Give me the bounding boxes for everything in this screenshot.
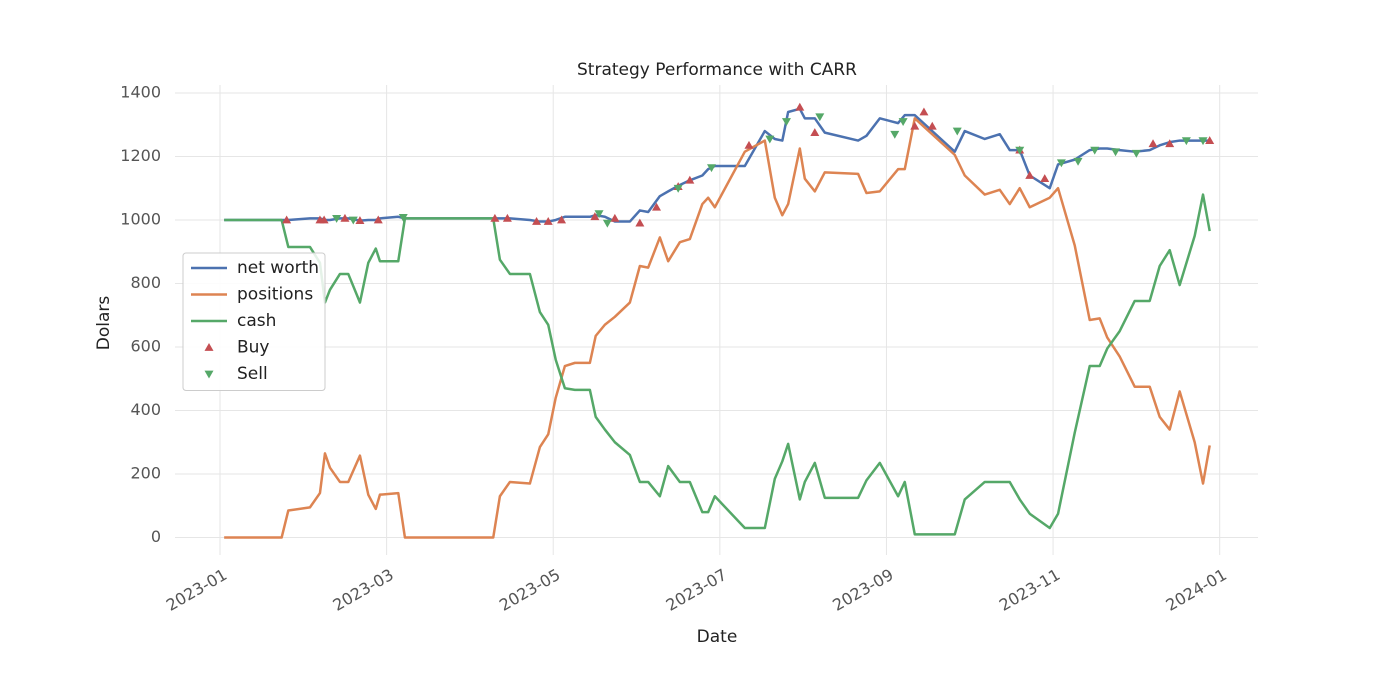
line [224, 117, 1211, 539]
marker [919, 107, 929, 116]
marker [815, 113, 825, 122]
marker [1165, 139, 1175, 148]
x-tick-label: 2024-01 [1163, 565, 1230, 615]
y-tick-label: 600 [130, 336, 161, 355]
y-tick-label: 200 [130, 464, 161, 483]
y-tick-label: 400 [130, 400, 161, 419]
legend-label: Buy [237, 338, 270, 358]
marker [543, 217, 553, 225]
marker [282, 215, 292, 224]
y-tick-label: 1400 [120, 82, 161, 101]
marker [602, 219, 612, 228]
marker [1198, 137, 1208, 146]
legend-label: cash [237, 311, 276, 331]
marker [927, 121, 937, 130]
marker [1111, 148, 1121, 157]
x-tick-label: 2023-11 [996, 565, 1063, 615]
x-tick-label: 2023-01 [163, 565, 230, 615]
y-tick-label: 1200 [120, 146, 161, 165]
y-axis-label: Dolars [94, 296, 114, 351]
legend-box [182, 252, 326, 391]
marker [1090, 146, 1100, 155]
marker [610, 213, 620, 222]
y-tick-label: 1000 [120, 209, 161, 228]
x-axis-label: Date [697, 627, 738, 647]
marker [398, 214, 408, 222]
marker [355, 216, 365, 224]
x-tick-label: 2023-07 [663, 565, 730, 615]
marker [490, 213, 500, 222]
marker [319, 215, 329, 224]
legend-label: net worth [237, 258, 319, 278]
marker [898, 118, 908, 127]
marker [952, 127, 962, 136]
marker [1131, 149, 1141, 158]
marker [1148, 139, 1158, 148]
marker [332, 215, 342, 223]
marker [557, 215, 567, 224]
x-tick-label: 2023-05 [496, 565, 563, 615]
legend-swatch [204, 343, 214, 351]
marker [795, 102, 805, 111]
chart-title: Strategy Performance with CARR [577, 60, 857, 80]
y-tick-label: 0 [151, 527, 161, 546]
marker [890, 130, 900, 139]
marker [744, 140, 754, 149]
marker [910, 121, 920, 130]
marker [635, 218, 645, 227]
marker [1205, 136, 1215, 144]
marker [1073, 157, 1083, 166]
marker [502, 213, 512, 222]
legend-label: Sell [237, 364, 268, 384]
x-tick-label: 2023-03 [329, 565, 396, 615]
legend-label: positions [237, 285, 313, 305]
marker [673, 184, 683, 193]
marker [765, 135, 775, 144]
marker [373, 215, 383, 224]
legend-swatch [204, 370, 214, 379]
marker [1015, 146, 1025, 155]
marker [1025, 171, 1035, 179]
line [224, 193, 1211, 536]
marker [1181, 137, 1191, 146]
marker [1056, 159, 1066, 168]
marker [781, 118, 791, 127]
marker [810, 128, 820, 137]
marker [594, 210, 604, 219]
marker [652, 202, 662, 211]
y-tick-label: 800 [130, 273, 161, 292]
marker [532, 217, 542, 225]
marker [1040, 174, 1050, 183]
marker [348, 216, 358, 225]
x-tick-label: 2023-09 [829, 565, 896, 615]
marker [685, 175, 695, 184]
marker [707, 164, 717, 173]
marker [340, 213, 350, 222]
marker [590, 212, 600, 221]
legend: net worth positions cash Buy Sell [182, 252, 326, 391]
